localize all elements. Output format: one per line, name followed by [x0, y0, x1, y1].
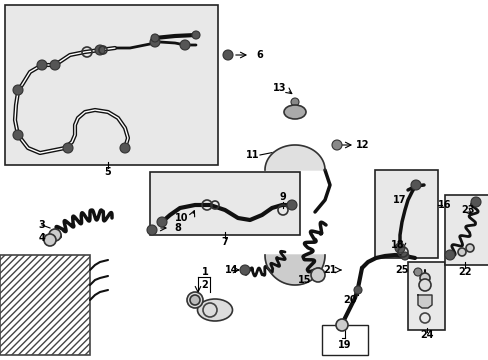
Bar — [0, 255, 90, 355]
Text: 6: 6 — [256, 50, 263, 60]
Polygon shape — [264, 255, 325, 285]
Circle shape — [444, 250, 454, 260]
Text: 25: 25 — [394, 265, 408, 275]
Circle shape — [150, 37, 160, 47]
Circle shape — [157, 217, 167, 227]
Circle shape — [310, 268, 325, 282]
Circle shape — [286, 200, 296, 210]
Circle shape — [353, 286, 361, 294]
Text: 8: 8 — [174, 223, 181, 233]
Text: 16: 16 — [437, 200, 451, 210]
Circle shape — [457, 248, 465, 256]
Text: 2: 2 — [201, 280, 208, 290]
Bar — [444, 195, 488, 265]
Circle shape — [37, 60, 47, 70]
Circle shape — [63, 143, 73, 153]
Circle shape — [49, 229, 61, 241]
Bar — [150, 172, 299, 235]
Circle shape — [240, 265, 249, 275]
Circle shape — [95, 45, 105, 55]
Text: 20: 20 — [343, 295, 356, 305]
Circle shape — [335, 319, 347, 331]
Circle shape — [180, 40, 190, 50]
Text: 14: 14 — [225, 265, 238, 275]
Bar — [321, 325, 367, 355]
Circle shape — [50, 60, 60, 70]
Text: 18: 18 — [390, 240, 404, 250]
Circle shape — [223, 50, 232, 60]
Text: 7: 7 — [221, 237, 228, 247]
Circle shape — [186, 292, 203, 308]
Text: 3: 3 — [39, 220, 45, 230]
Bar — [5, 5, 218, 165]
Text: 13: 13 — [273, 83, 286, 93]
Text: 23: 23 — [460, 205, 474, 215]
Circle shape — [44, 234, 56, 246]
Circle shape — [13, 85, 23, 95]
Circle shape — [400, 252, 408, 260]
Circle shape — [151, 34, 159, 42]
Circle shape — [394, 243, 404, 253]
Circle shape — [410, 180, 420, 190]
Circle shape — [190, 295, 200, 305]
Ellipse shape — [284, 105, 305, 119]
Text: 12: 12 — [356, 140, 369, 150]
Text: 21: 21 — [323, 265, 336, 275]
Polygon shape — [417, 295, 431, 308]
Text: 4: 4 — [39, 233, 45, 243]
Circle shape — [331, 140, 341, 150]
Text: 10: 10 — [175, 213, 188, 223]
Text: 9: 9 — [279, 192, 286, 202]
Text: 1: 1 — [201, 267, 208, 277]
Ellipse shape — [197, 299, 232, 321]
Text: 19: 19 — [338, 340, 351, 350]
Text: 11: 11 — [246, 150, 259, 160]
Circle shape — [147, 225, 157, 235]
Circle shape — [413, 268, 421, 276]
Text: 24: 24 — [419, 330, 433, 340]
Text: 17: 17 — [392, 195, 406, 205]
Circle shape — [470, 197, 480, 207]
Bar — [374, 170, 437, 258]
Text: 22: 22 — [457, 267, 471, 277]
Circle shape — [418, 279, 430, 291]
Circle shape — [120, 143, 130, 153]
Circle shape — [290, 98, 298, 106]
Bar — [407, 262, 444, 330]
Polygon shape — [264, 145, 325, 170]
Text: 5: 5 — [104, 167, 111, 177]
Text: 15: 15 — [298, 275, 311, 285]
Circle shape — [465, 244, 473, 252]
Circle shape — [192, 31, 200, 39]
Circle shape — [13, 130, 23, 140]
Circle shape — [419, 273, 429, 283]
